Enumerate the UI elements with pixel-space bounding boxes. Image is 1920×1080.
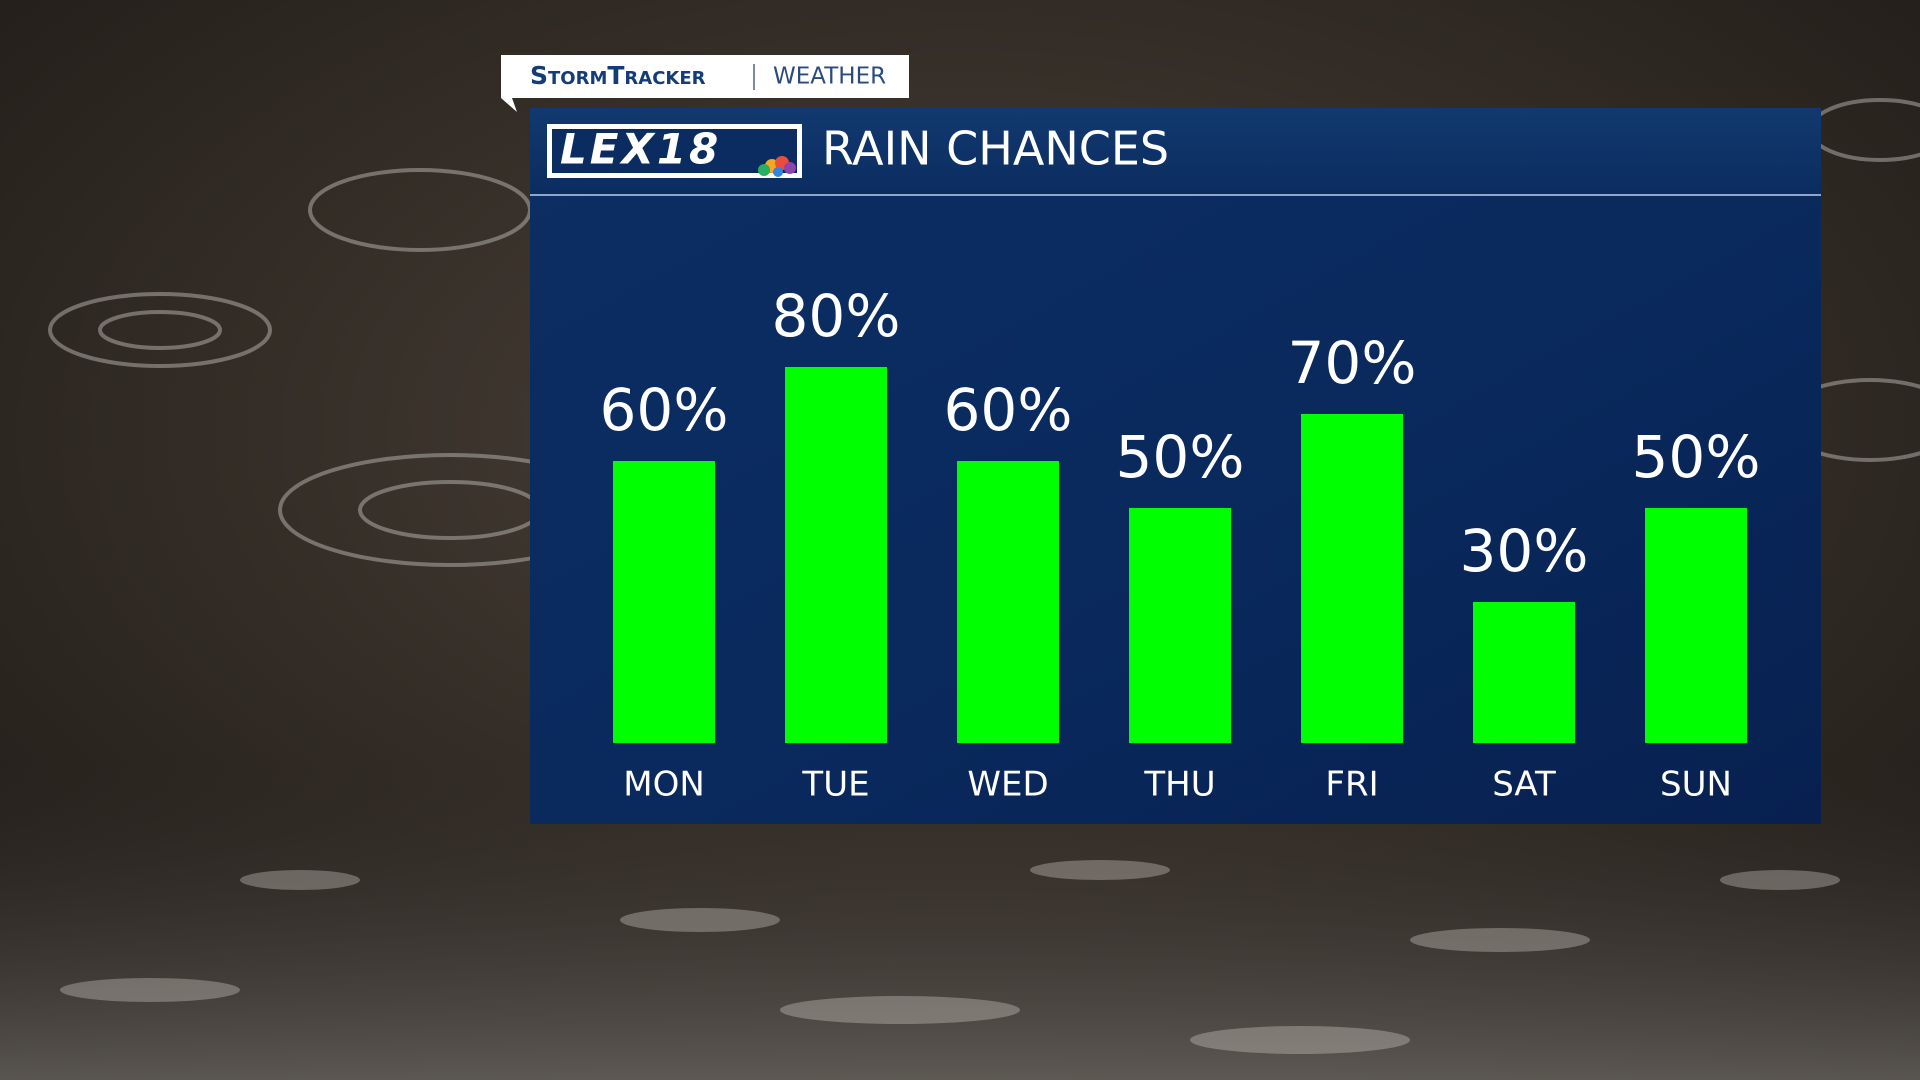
value-label: 60% <box>944 376 1073 444</box>
value-label: 80% <box>772 282 901 350</box>
water-highlights <box>60 860 1840 1054</box>
x-tick-label: TUE <box>801 765 869 805</box>
bar <box>1473 602 1575 743</box>
x-tick-label: FRI <box>1325 765 1378 805</box>
logo-inner <box>552 129 797 173</box>
bar <box>1301 414 1403 743</box>
bar <box>785 367 887 743</box>
brand-tag: StormTracker <box>530 61 706 90</box>
chart-title: RAIN CHANCES <box>822 122 1169 176</box>
brand-section: WEATHER <box>773 64 886 90</box>
bar <box>1129 508 1231 743</box>
value-label: 50% <box>1116 423 1245 491</box>
bar <box>613 461 715 743</box>
x-tick-label: THU <box>1143 765 1215 805</box>
peacock-icon <box>758 156 796 177</box>
value-label: 60% <box>600 376 729 444</box>
value-label: 70% <box>1288 329 1417 397</box>
x-tick-label: SAT <box>1492 765 1556 805</box>
x-tick-label: SUN <box>1660 765 1732 805</box>
value-label: 30% <box>1460 517 1589 585</box>
logo-text: LEX18 <box>560 125 721 174</box>
value-label: 50% <box>1632 423 1761 491</box>
bar <box>957 461 1059 743</box>
x-tick-label: WED <box>967 765 1048 805</box>
x-tick-label: MON <box>623 765 705 805</box>
bar <box>1645 508 1747 743</box>
brand-tab <box>501 55 909 112</box>
